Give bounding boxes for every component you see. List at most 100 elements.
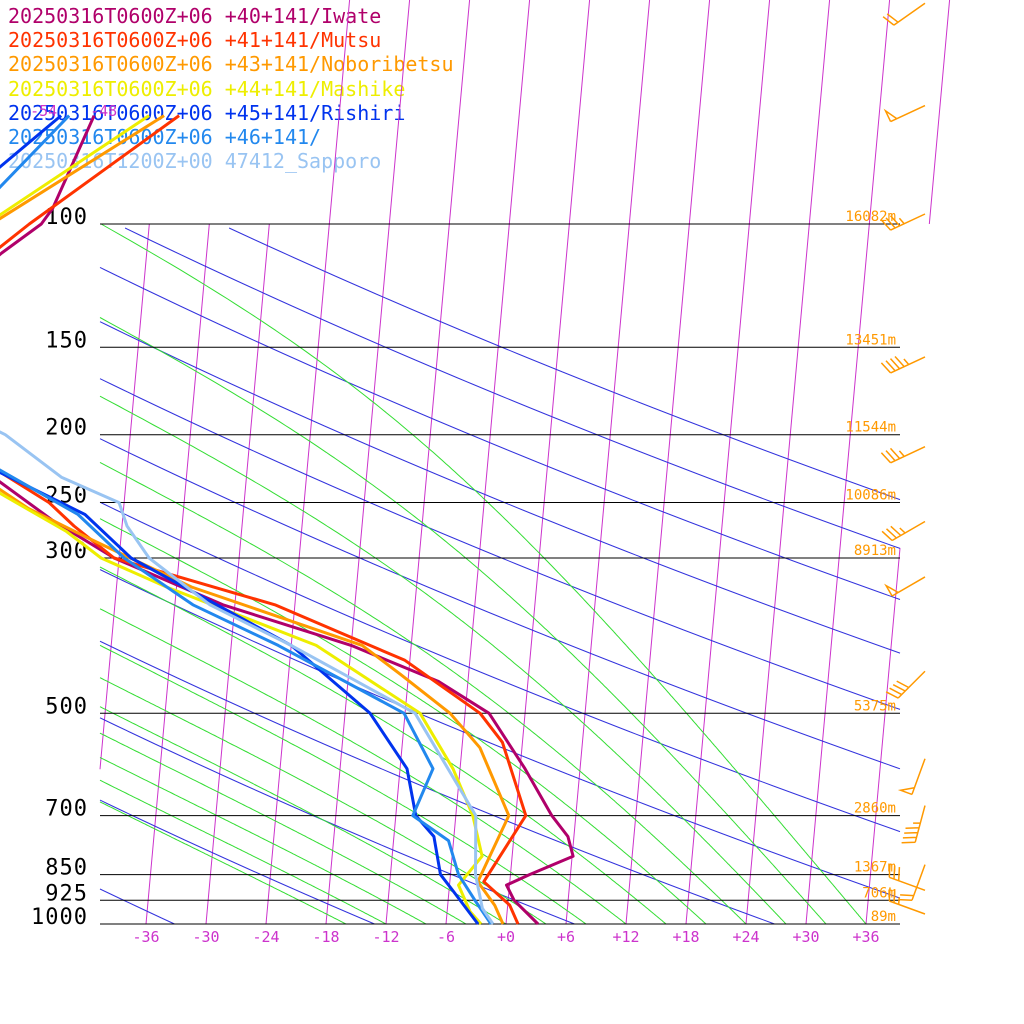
height-label: 13451m (845, 332, 896, 348)
height-label: 2860m (854, 801, 896, 817)
wind-barb (888, 887, 926, 915)
dry-adiabat-line (228, 227, 901, 501)
isotherm-line (688, 0, 711, 225)
pressure-label: 850 (45, 856, 88, 881)
height-label: 10086m (845, 488, 896, 504)
height-label: 16082m (845, 209, 896, 225)
x-tick-label: +6 (557, 928, 575, 946)
dry-adiabat-line (99, 799, 375, 925)
isotherm-line (99, 223, 150, 770)
pressure-label: 500 (45, 694, 88, 719)
height-label: 706m (862, 885, 896, 901)
height-label: 89m (871, 909, 896, 925)
wind-barbs (880, 2, 926, 915)
x-tick-label: -24 (252, 928, 279, 946)
isotherm-line (205, 223, 270, 925)
height-label: 8913m (854, 543, 896, 559)
isotherm-line (685, 223, 750, 925)
wind-barb (883, 104, 926, 123)
x-tick-label: +18 (672, 928, 699, 946)
x-tick-label: +36 (852, 928, 879, 946)
isotherm-line (625, 223, 690, 925)
wind-barb (901, 805, 926, 844)
moist-adiabat-line (99, 779, 387, 925)
isotherm-line (388, 0, 411, 225)
x-tick-label: -12 (372, 928, 399, 946)
wind-barb (897, 758, 926, 796)
dry-adiabat-line (99, 640, 775, 925)
wind-barb (884, 576, 926, 597)
isotherm-line (565, 223, 630, 925)
wind-barb (898, 864, 926, 902)
dry-adiabat-line (99, 438, 901, 770)
isotherm-line (265, 223, 330, 925)
isotherm-line (448, 0, 471, 225)
isotherm-line (145, 223, 210, 925)
isotherm-grid (99, 0, 951, 925)
isotherm-line (508, 0, 531, 225)
isotherm-line (748, 0, 771, 225)
legend-entry: 20250316T0600Z+06 +40+141/Iwate (8, 4, 382, 28)
dry-adiabat-line (99, 266, 901, 600)
isotherm-line (385, 223, 450, 925)
x-tick-label: +30 (792, 928, 819, 946)
legend-entry: 20250316T0600Z+06 +44+141/Mashike (8, 76, 406, 101)
series-line (0, 430, 495, 925)
dry-adiabat-line (124, 227, 901, 549)
series-line (0, 114, 511, 925)
moist-adiabat-line (99, 757, 427, 925)
wind-barb (880, 446, 926, 464)
isotherm-line (868, 0, 891, 225)
wind-barb (881, 520, 926, 542)
isotherm-line (808, 0, 831, 225)
legend-entry: 20250316T0600Z+06 +45+141/Rishiri (8, 100, 406, 125)
upper-temp-label: -54 (30, 102, 57, 120)
isotherm-line (628, 0, 651, 225)
height-label: 5375m (854, 698, 896, 714)
moist-adiabat-grid (99, 223, 867, 925)
pressure-label: 1000 (31, 905, 88, 930)
dry-adiabat-line (99, 321, 901, 654)
upper-temp-label: -48 (90, 102, 117, 120)
isotherm-line (568, 0, 591, 225)
series-line (0, 114, 484, 925)
sounding-series (0, 114, 575, 926)
isotherm-line (445, 223, 510, 925)
pressure-label: 925 (45, 881, 88, 906)
pressure-label: 200 (45, 416, 88, 441)
isotherm-line (328, 0, 351, 225)
x-tick-label: -30 (192, 928, 219, 946)
isotherm-line (325, 223, 390, 925)
height-label: 1367m (854, 860, 896, 876)
wind-barb (882, 2, 926, 26)
pressure-label: 700 (45, 797, 88, 822)
dry-adiabat-line (99, 888, 175, 925)
x-tick-label: -18 (312, 928, 339, 946)
dry-adiabat-line (99, 378, 901, 710)
legend-entry: 20250316T1200Z+00 47412_Sapporo (8, 149, 382, 174)
isotherm-line (928, 0, 951, 225)
x-axis: -36-30-24-18-12-6+0+6+12+18+24+30+36-66-… (30, 102, 879, 946)
isotherm-line (865, 548, 901, 925)
isotherm-line (805, 223, 870, 925)
moist-adiabat-line (99, 801, 347, 925)
x-tick-label: +12 (612, 928, 639, 946)
x-tick-label: -36 (132, 928, 159, 946)
x-tick-label: +0 (497, 928, 515, 946)
legend-entry: 20250316T0600Z+06 +41+141/Mutsu (8, 28, 382, 53)
wind-barb (880, 355, 926, 374)
pressure-label: 150 (45, 328, 88, 353)
chart-legend: 20250316T0600Z+06 +40+141/Iwate 20250316T… (8, 4, 454, 173)
wind-barb (885, 670, 926, 699)
wind-barb (880, 213, 926, 231)
moist-adiabat-line (99, 566, 667, 925)
series-line (0, 114, 528, 925)
legend-entry: 20250316T0600Z+06 +43+141/Noboribetsu (8, 52, 454, 77)
height-label: 11544m (845, 420, 896, 436)
wind-barb (888, 863, 926, 892)
x-tick-label: +24 (732, 928, 759, 946)
series-line (0, 114, 493, 925)
moist-adiabat-line (99, 395, 787, 925)
isotherm-line (745, 223, 810, 925)
